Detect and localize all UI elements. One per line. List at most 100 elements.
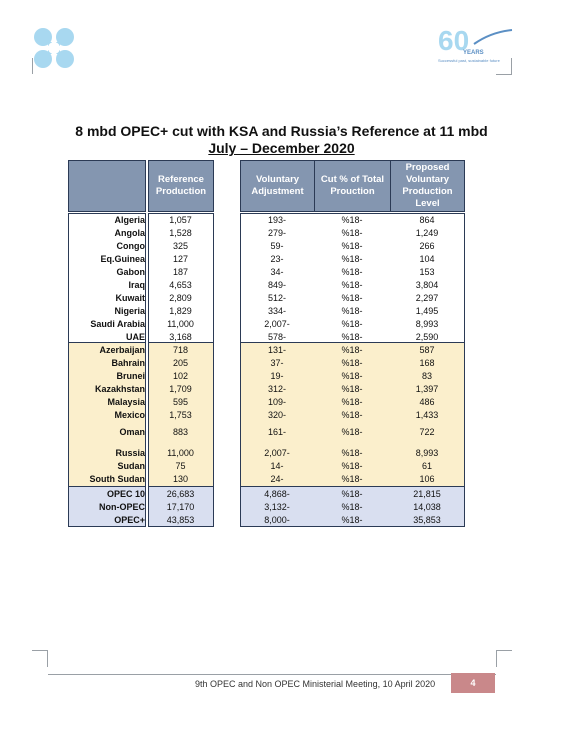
- reference-cell: 718: [172, 345, 189, 355]
- proposed-cell: 1,495: [415, 306, 439, 316]
- cut-cell: %18-: [341, 254, 363, 264]
- table-row: Gabon 187 34- %18- 153: [68, 266, 465, 279]
- table-row: Bahrain 205 37- %18- 168: [68, 357, 465, 370]
- adjustment-cell: 320-: [267, 410, 286, 420]
- anniversary-number: 60: [438, 25, 469, 56]
- table-row: Saudi Arabia 11,000 2,007- %18- 8,993: [68, 318, 465, 331]
- anniversary-word: YEARS: [463, 50, 484, 56]
- table-row: Angola 1,528 279- %18- 1,249: [68, 227, 465, 240]
- cut-cell: %18-: [341, 474, 363, 484]
- proposed-cell: 1,249: [415, 228, 439, 238]
- reference-cell: 1,528: [169, 228, 192, 238]
- reference-cell: 17,170: [166, 502, 195, 512]
- header-country: [68, 160, 146, 212]
- footer-text: 9th OPEC and Non OPEC Ministerial Meetin…: [195, 679, 436, 689]
- proposed-cell: 864: [419, 215, 435, 225]
- reference-cell: 205: [172, 358, 189, 368]
- table-row: Sudan 75 14- %18- 61: [68, 460, 465, 473]
- adjustment-cell: 279-: [267, 228, 286, 238]
- reference-cell: 26,683: [166, 489, 195, 499]
- reference-cell: 3,168: [169, 332, 192, 342]
- reference-cell: 11,000: [167, 448, 194, 458]
- adjustment-cell: 334-: [267, 306, 286, 316]
- table-row: OPEC 10 26,683 4,868- %18- 21,815: [68, 488, 465, 501]
- proposed-cell: 8,993: [415, 448, 439, 458]
- cut-cell: %18-: [341, 306, 363, 316]
- country-cell: Azerbaijan: [99, 345, 145, 355]
- country-cell: Mexico: [114, 410, 145, 420]
- header-reference: Reference Production: [148, 160, 214, 212]
- adjustment-cell: 3,132-: [264, 502, 290, 512]
- page-subtitle: July – December 2020: [0, 139, 563, 157]
- proposed-cell: 153: [419, 267, 435, 277]
- proposed-cell: 2,297: [415, 293, 439, 303]
- country-cell: Russia: [115, 448, 145, 458]
- reference-cell: 325: [172, 241, 189, 251]
- table-row: Oman 883 161- %18- 722: [68, 426, 465, 439]
- country-cell: Gabon: [116, 267, 146, 277]
- proposed-cell: 2,590: [415, 332, 439, 342]
- corner-mark-bottom-left: [32, 650, 48, 667]
- country-cell: Eq.Guinea: [100, 254, 145, 264]
- cut-cell: %18-: [341, 332, 363, 342]
- proposed-cell: 3,804: [415, 280, 439, 290]
- reference-cell: 102: [172, 371, 189, 381]
- cut-cell: %18-: [341, 319, 363, 329]
- table-row: Non-OPEC 17,170 3,132- %18- 14,038: [68, 501, 465, 514]
- anniversary-tagline: Successful past, sustainable future: [438, 58, 501, 63]
- country-cell: OPEC+: [114, 515, 145, 525]
- corner-mark-top-right: [496, 58, 512, 75]
- corner-mark-bottom-right: [496, 650, 512, 667]
- adjustment-cell: 193-: [267, 215, 286, 225]
- cut-cell: %18-: [341, 461, 363, 471]
- country-cell: OPEC 10: [106, 489, 145, 499]
- table-row: Congo 325 59- %18- 266: [68, 240, 465, 253]
- reference-cell: 75: [175, 461, 186, 471]
- table-block-border: [148, 486, 214, 527]
- country-cell: Congo: [116, 241, 146, 251]
- table-row: Eq.Guinea 127 23- %18- 104: [68, 253, 465, 266]
- country-cell: Saudi Arabia: [90, 319, 145, 329]
- adjustment-cell: 24-: [270, 474, 284, 484]
- table-row: South Sudan 130 24- %18- 106: [68, 473, 465, 486]
- adjustment-cell: 19-: [270, 371, 284, 381]
- table-row: UAE 3,168 578- %18- 2,590: [68, 331, 465, 344]
- proposed-cell: 486: [419, 397, 435, 407]
- country-cell: Algeria: [114, 215, 145, 225]
- reference-cell: 11,000: [167, 319, 194, 329]
- cut-cell: %18-: [341, 228, 363, 238]
- country-cell: Malaysia: [107, 397, 145, 407]
- header-proposed: Proposed Voluntary Production Level: [390, 160, 465, 212]
- country-cell: Brunei: [116, 371, 145, 381]
- cut-cell: %18-: [341, 515, 363, 525]
- country-cell: Oman: [119, 427, 145, 437]
- cut-cell: %18-: [341, 427, 363, 437]
- table-row: Russia 11,000 2,007- %18- 8,993: [68, 447, 465, 460]
- adjustment-cell: 131-: [267, 345, 286, 355]
- table-block-border: [240, 486, 465, 527]
- cut-cell: %18-: [341, 448, 363, 458]
- country-cell: Angola: [114, 228, 146, 238]
- cut-cell: %18-: [341, 241, 363, 251]
- cut-cell: %18-: [341, 489, 363, 499]
- table-row: Mexico 1,753 320- %18- 1,433: [68, 409, 465, 422]
- table-block-border: [68, 213, 146, 344]
- adjustment-cell: 34-: [270, 267, 284, 277]
- proposed-cell: 168: [419, 358, 435, 368]
- cut-cell: %18-: [341, 345, 363, 355]
- reference-cell: 1,829: [169, 306, 192, 316]
- table-row: Azerbaijan 718 131- %18- 587: [68, 344, 465, 357]
- adjustment-cell: 109-: [267, 397, 286, 407]
- table-row: Brunei 102 19- %18- 83: [68, 370, 465, 383]
- proposed-cell: 83: [421, 371, 432, 381]
- table-block-border: [240, 342, 465, 487]
- proposed-cell: 14,038: [413, 502, 441, 512]
- adjustment-cell: 59-: [270, 241, 284, 251]
- proposed-cell: 104: [419, 254, 435, 264]
- adjustment-cell: 161-: [267, 427, 286, 437]
- country-cell: Bahrain: [111, 358, 145, 368]
- cut-cell: %18-: [341, 293, 363, 303]
- table-row: Iraq 4,653 849- %18- 3,804: [68, 279, 465, 292]
- table-block-border: [68, 342, 146, 487]
- reference-cell: 595: [172, 397, 189, 407]
